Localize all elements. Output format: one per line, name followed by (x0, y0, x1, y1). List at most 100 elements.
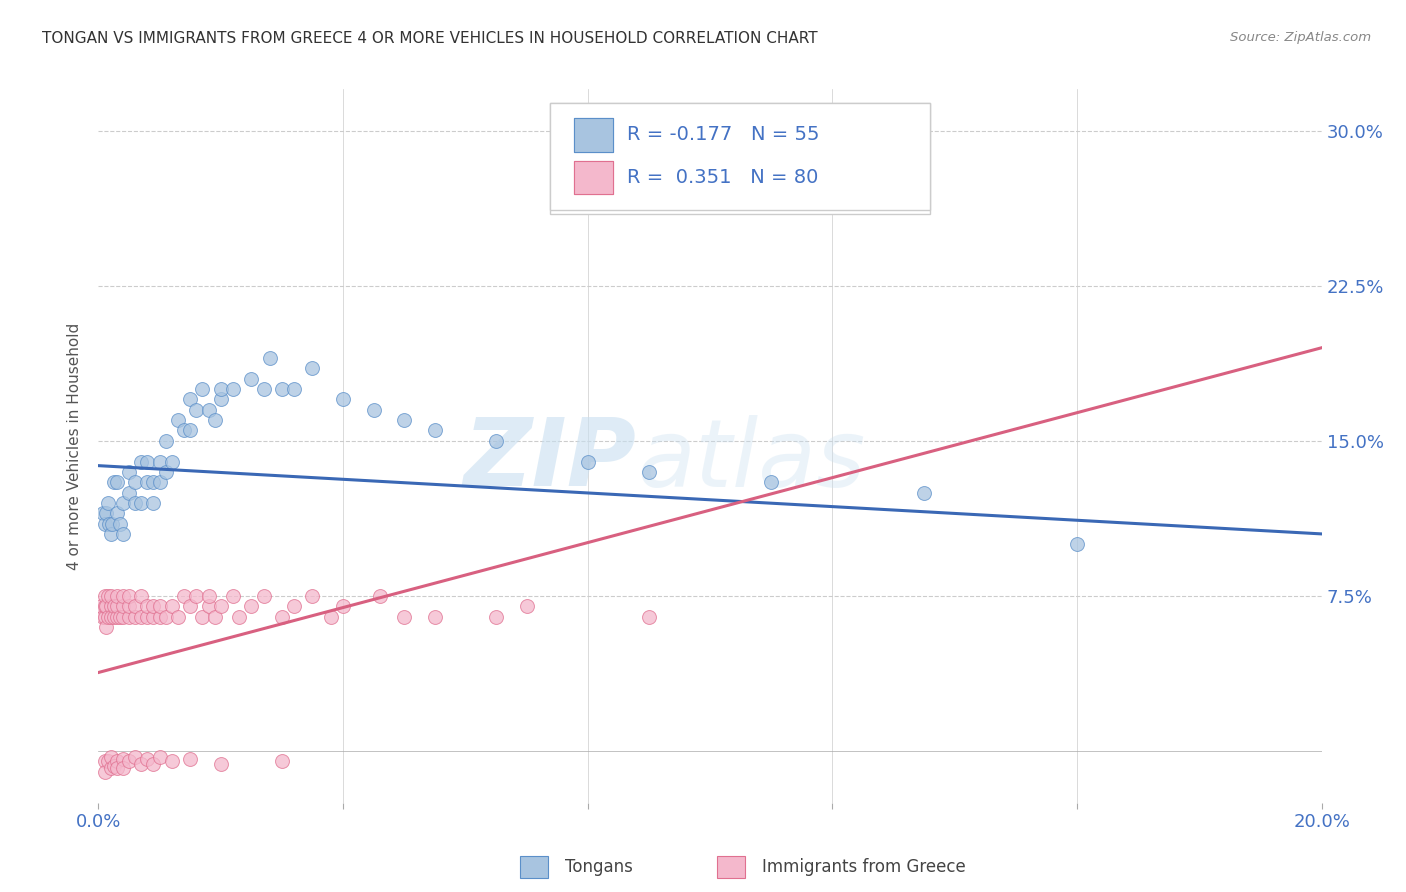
Point (105, 506, 128, 520)
Point (142, 496, 165, 510)
Point (105, 475, 128, 490)
Point (167, 609, 190, 624)
Point (368, 589, 391, 603)
Point (129, 496, 152, 510)
Point (179, 752, 201, 766)
Point (392, 609, 416, 624)
Point (118, 485, 141, 500)
Point (1066, 537, 1088, 551)
Point (637, 465, 661, 479)
Point (222, 382, 245, 396)
Point (197, 599, 219, 614)
Point (129, 454, 152, 468)
Point (136, 454, 159, 468)
Point (222, 589, 245, 603)
Point (485, 609, 508, 624)
Point (142, 475, 165, 490)
Point (124, 750, 146, 764)
Point (93, 755, 115, 769)
Point (173, 589, 195, 603)
Point (191, 609, 214, 624)
Text: atlas: atlas (637, 415, 865, 506)
Point (576, 454, 599, 468)
Point (105, 589, 128, 603)
Point (204, 609, 226, 624)
Point (149, 599, 172, 614)
Point (100, 589, 122, 603)
Point (301, 589, 323, 603)
Point (94, 506, 117, 520)
Point (124, 496, 146, 510)
Point (129, 589, 152, 603)
Point (97, 589, 120, 603)
Point (111, 761, 134, 775)
Point (118, 609, 141, 624)
Point (105, 755, 128, 769)
Point (186, 402, 208, 417)
Text: Immigrants from Greece: Immigrants from Greece (762, 858, 966, 876)
Point (423, 424, 446, 438)
Point (149, 750, 172, 764)
Point (423, 609, 446, 624)
Point (301, 361, 323, 376)
Point (332, 392, 354, 407)
Point (270, 755, 292, 769)
Point (118, 599, 141, 614)
Point (100, 609, 122, 624)
Point (111, 752, 134, 766)
Point (96, 599, 118, 614)
Point (149, 609, 172, 624)
Point (111, 599, 134, 614)
Point (228, 609, 250, 624)
Point (155, 434, 177, 448)
Point (209, 756, 232, 771)
Point (93, 764, 115, 779)
Point (103, 599, 125, 614)
Point (252, 589, 274, 603)
Point (197, 589, 219, 603)
Point (155, 465, 177, 479)
Point (179, 392, 201, 407)
Point (209, 392, 232, 407)
Point (100, 750, 122, 764)
Point (186, 589, 208, 603)
Point (149, 454, 172, 468)
Text: R = -0.177   N = 55: R = -0.177 N = 55 (627, 125, 820, 145)
Point (149, 475, 172, 490)
Point (111, 527, 134, 541)
Point (97, 496, 120, 510)
Point (283, 599, 305, 614)
Point (118, 755, 141, 769)
Point (179, 424, 201, 438)
Text: Tongans: Tongans (565, 858, 633, 876)
Point (136, 475, 159, 490)
Point (97, 609, 120, 624)
Point (252, 382, 274, 396)
Point (118, 465, 141, 479)
Point (91, 506, 114, 520)
Point (105, 599, 128, 614)
Point (124, 475, 146, 490)
Y-axis label: 4 or more Vehicles in Household: 4 or more Vehicles in Household (67, 322, 83, 570)
Point (363, 402, 385, 417)
Point (191, 382, 214, 396)
Point (136, 752, 159, 766)
Point (319, 609, 342, 624)
Point (98, 516, 121, 531)
Text: Source: ZipAtlas.com: Source: ZipAtlas.com (1230, 31, 1371, 45)
Point (179, 599, 201, 614)
Point (283, 382, 305, 396)
Point (197, 402, 219, 417)
Point (259, 351, 281, 365)
Point (485, 434, 508, 448)
Point (111, 609, 134, 624)
Point (97, 755, 120, 769)
Point (93, 609, 115, 624)
Point (105, 761, 128, 775)
Point (155, 609, 177, 624)
Point (93, 516, 115, 531)
Point (100, 599, 122, 614)
Point (108, 516, 131, 531)
Point (90, 599, 112, 614)
Point (103, 758, 125, 772)
